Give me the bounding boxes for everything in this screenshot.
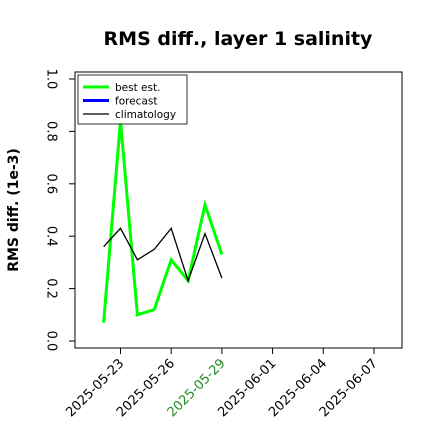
y-tick-label: 0.8 <box>43 121 58 142</box>
series-line-best-est- <box>102 120 224 323</box>
y-tick-label: 0.6 <box>43 173 58 194</box>
y-tick-label: 1.0 <box>43 69 58 90</box>
y-axis-label: RMS diff. (1e-3) <box>6 148 22 272</box>
legend-label: best est. <box>115 82 160 94</box>
x-axis: 2025-05-232025-05-262025-05-292025-06-01… <box>63 348 381 420</box>
legend-label: climatology <box>115 109 176 121</box>
y-tick-label: 0.2 <box>43 278 58 299</box>
series-layer <box>102 120 224 323</box>
y-tick-label: 0.4 <box>43 226 58 247</box>
plot-area <box>74 71 403 349</box>
y-tick-label: 0.0 <box>43 331 58 352</box>
series-line-climatology <box>103 226 223 283</box>
y-axis: 0.0 0.2 0.4 0.6 0.8 1.0 <box>43 69 75 352</box>
legend-label: forecast <box>115 96 157 108</box>
chart-title: RMS diff., layer 1 salinity <box>104 28 374 50</box>
